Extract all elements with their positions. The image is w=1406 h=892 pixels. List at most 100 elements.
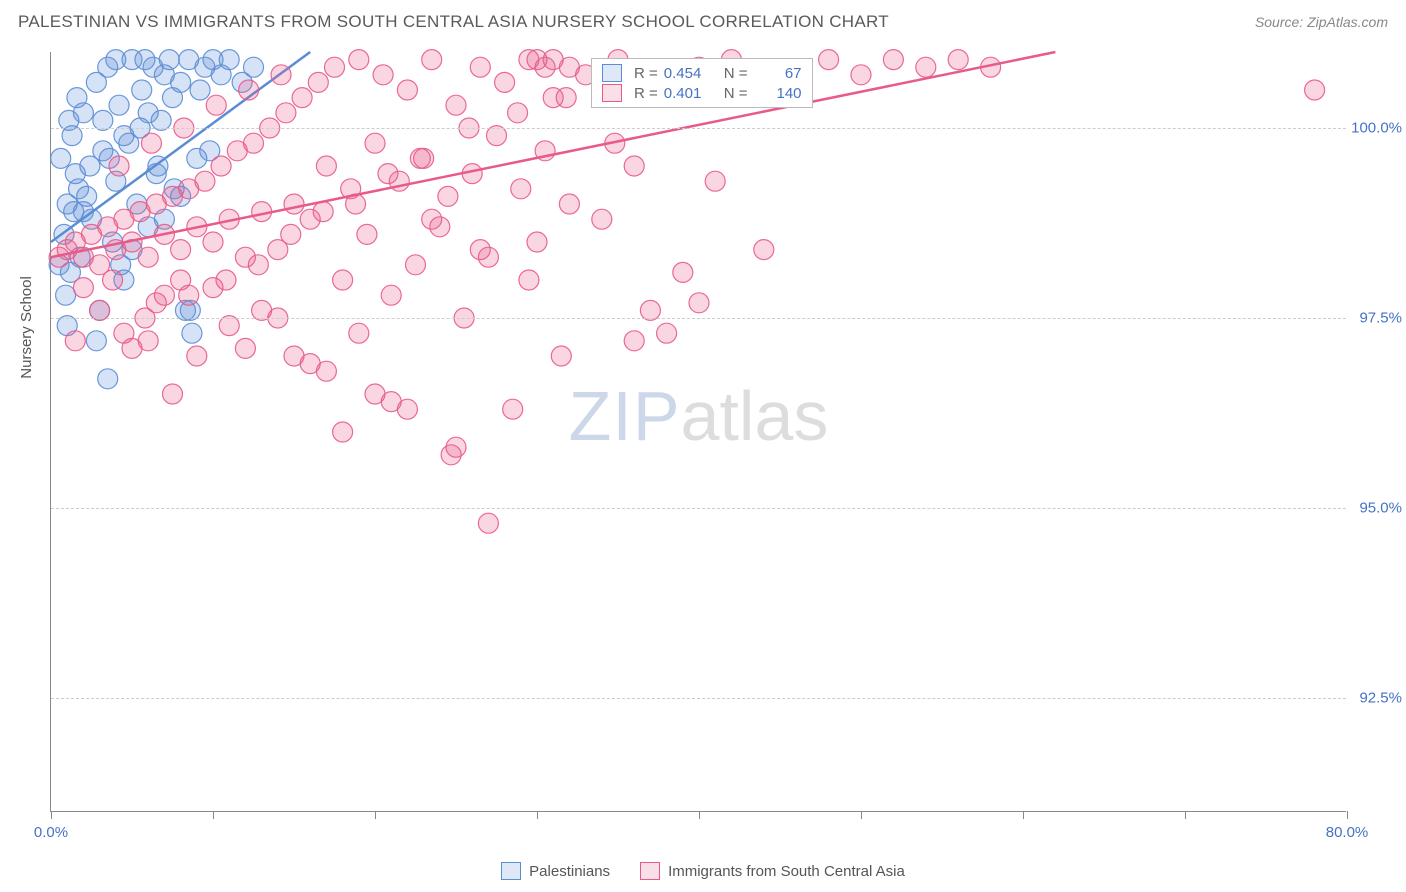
data-point [211, 156, 231, 176]
data-point [300, 354, 320, 374]
data-point [135, 50, 155, 70]
legend-swatch [640, 862, 660, 880]
data-point [705, 171, 725, 191]
data-point [163, 88, 183, 108]
data-point [103, 270, 123, 290]
data-point [182, 323, 202, 343]
legend-swatch [501, 862, 521, 880]
x-tick [375, 811, 376, 819]
y-tick-label: 100.0% [1351, 120, 1402, 137]
data-point [109, 156, 129, 176]
data-point [551, 346, 571, 366]
data-point [556, 88, 576, 108]
data-point [438, 186, 458, 206]
source-label: Source: ZipAtlas.com [1255, 14, 1388, 30]
data-point [851, 65, 871, 85]
legend-series-label: Palestinians [529, 863, 610, 880]
data-point [313, 202, 333, 222]
r-value: 0.401 [664, 85, 712, 102]
data-point [187, 346, 207, 366]
data-point [219, 50, 239, 70]
data-point [276, 103, 296, 123]
r-label: R = [634, 85, 658, 102]
y-tick-label: 97.5% [1359, 310, 1402, 327]
legend-stat-row: R =0.401N =140 [602, 83, 802, 103]
data-point [478, 513, 498, 533]
data-point [281, 224, 301, 244]
data-point [248, 255, 268, 275]
data-point [397, 399, 417, 419]
data-point [244, 133, 264, 153]
x-tick [1185, 811, 1186, 819]
data-point [470, 240, 490, 260]
data-point [916, 57, 936, 77]
data-point [195, 171, 215, 191]
data-point [190, 80, 210, 100]
data-point [98, 369, 118, 389]
x-tick-label: 80.0% [1326, 824, 1369, 841]
data-point [114, 323, 134, 343]
data-point [179, 285, 199, 305]
data-point [819, 50, 839, 70]
data-point [511, 179, 531, 199]
data-point [292, 88, 312, 108]
data-point [446, 437, 466, 457]
data-point [543, 50, 563, 70]
r-label: R = [634, 65, 658, 82]
data-point [673, 262, 693, 282]
data-point [406, 255, 426, 275]
data-point [519, 270, 539, 290]
data-point [495, 72, 515, 92]
data-point [308, 72, 328, 92]
legend-series-label: Immigrants from South Central Asia [668, 863, 905, 880]
chart-title: PALESTINIAN VS IMMIGRANTS FROM SOUTH CEN… [18, 12, 889, 32]
y-axis-label: Nursery School [18, 276, 35, 379]
n-label: N = [724, 65, 748, 82]
legend-series-item: Palestinians [501, 862, 610, 880]
data-point [948, 50, 968, 70]
r-value: 0.454 [664, 65, 712, 82]
gridline [51, 698, 1346, 699]
data-point [883, 50, 903, 70]
legend-series-item: Immigrants from South Central Asia [640, 862, 905, 880]
data-point [163, 384, 183, 404]
data-point [527, 232, 547, 252]
n-value: 67 [754, 65, 802, 82]
data-point [216, 270, 236, 290]
data-point [64, 202, 84, 222]
data-point [325, 57, 345, 77]
data-point [592, 209, 612, 229]
data-point [106, 50, 126, 70]
gridline [51, 318, 1346, 319]
data-point [508, 103, 528, 123]
data-point [378, 164, 398, 184]
data-point [365, 133, 385, 153]
chart-plot-area: ZIPatlas R =0.454N = 67R =0.401N =140 92… [50, 52, 1346, 812]
data-point [624, 331, 644, 351]
data-point [333, 270, 353, 290]
data-point [203, 232, 223, 252]
data-point [146, 164, 166, 184]
x-tick [699, 811, 700, 819]
data-point [333, 422, 353, 442]
legend-stat-row: R = 0.454 N = 67 [602, 63, 802, 83]
legend-stats-box: R =0.454N = 67R =0.401N =140 [591, 58, 813, 108]
data-point [559, 194, 579, 214]
data-point [80, 156, 100, 176]
data-point [159, 50, 179, 70]
data-point [754, 240, 774, 260]
data-point [69, 179, 89, 199]
data-point [422, 50, 442, 70]
n-label: N = [724, 85, 748, 102]
legend-swatch [602, 64, 622, 82]
data-point [284, 194, 304, 214]
data-point [470, 57, 490, 77]
data-point [235, 338, 255, 358]
data-point [349, 50, 369, 70]
data-point [503, 399, 523, 419]
data-point [67, 88, 87, 108]
x-tick-label: 0.0% [34, 824, 68, 841]
data-point [349, 323, 369, 343]
legend-bottom: Palestinians Immigrants from South Centra… [0, 862, 1406, 880]
gridline [51, 508, 1346, 509]
